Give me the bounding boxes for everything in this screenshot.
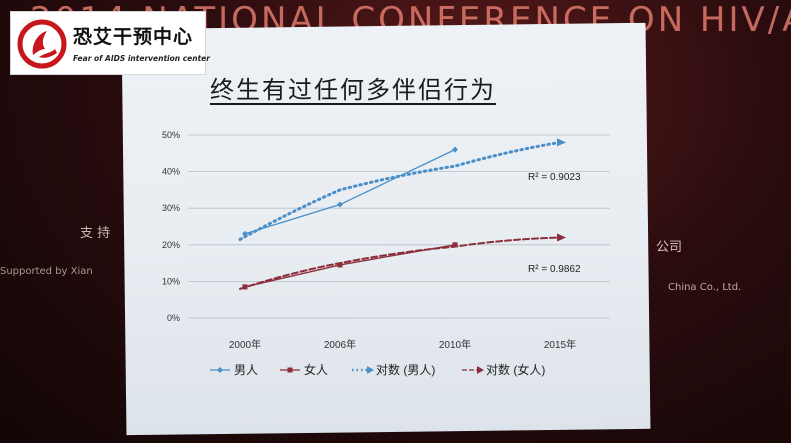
x-tick-label: 2015年	[544, 338, 576, 351]
legend-marker	[217, 367, 223, 373]
legend-label: 对数 (女人)	[486, 362, 545, 377]
r-squared-label: R² = 0.9862	[528, 264, 581, 275]
supporter-subcaption: Supported by Xian	[0, 266, 93, 277]
legend-marker	[367, 366, 374, 374]
legend-marker	[477, 366, 484, 374]
chart-title: 终生有过任何多伴侣行为	[210, 76, 496, 104]
company-caption: 公司	[656, 240, 683, 255]
chart-legend: 男人 女人 对数 (男人) 对数 (女人)	[210, 362, 545, 377]
trend-lines	[238, 138, 566, 290]
x-tick-label: 2010年	[439, 338, 471, 351]
data-point	[337, 262, 343, 268]
organization-logo: 恐艾干预中心 Fear of AIDS intervention center	[10, 11, 210, 75]
data-point	[242, 284, 248, 290]
x-tick-label: 2006年	[324, 338, 356, 351]
data-point	[452, 242, 458, 248]
trend-line-women	[239, 236, 561, 290]
series-line-women	[244, 244, 456, 288]
y-tick-label: 30%	[162, 203, 180, 213]
r-squared-label: R² = 0.9023	[528, 172, 581, 183]
trend-line-men	[238, 140, 562, 241]
y-tick-label: 40%	[162, 167, 180, 177]
x-tick-labels: 2000年 2006年 2010年 2015年	[229, 338, 576, 351]
data-point	[452, 146, 458, 153]
trend-arrowhead	[557, 233, 566, 242]
y-tick-label: 50%	[162, 130, 180, 140]
legend-marker	[287, 367, 293, 373]
r-squared-annotations: R² = 0.9023 R² = 0.9862	[528, 172, 581, 275]
x-tick-label: 2000年	[229, 338, 261, 351]
y-tick-label: 10%	[162, 276, 180, 286]
y-tick-label: 20%	[162, 240, 180, 250]
chart-grid	[188, 134, 610, 319]
legend-label: 男人	[234, 363, 258, 377]
y-tick-labels: 0% 10% 20% 30% 40% 50%	[162, 130, 180, 323]
company-subcaption: China Co., Ltd.	[668, 282, 742, 293]
y-tick-label: 0%	[167, 313, 180, 323]
data-point	[337, 201, 343, 208]
series-lines	[242, 146, 458, 290]
supporter-caption: 支 持	[80, 226, 111, 241]
logo-name-english: Fear of AIDS intervention center	[73, 54, 210, 63]
logo-name-chinese: 恐艾干预中心	[73, 26, 194, 48]
trend-arrowhead	[557, 138, 566, 147]
legend-label: 对数 (男人)	[376, 362, 435, 377]
data-point	[242, 230, 248, 237]
ribbon-hand-logo-icon	[17, 19, 67, 69]
legend-label: 女人	[304, 362, 328, 377]
